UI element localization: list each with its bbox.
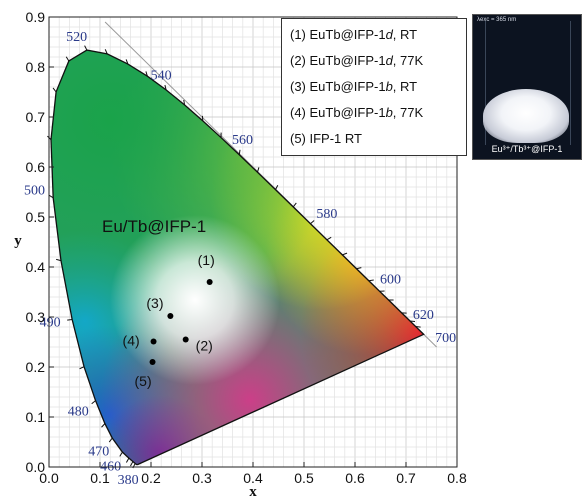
y-tick-label: 0.3 — [26, 309, 46, 325]
gamut-annotation: Eu/Tb@IFP-1 — [102, 217, 206, 236]
wavelength-label: 600 — [380, 272, 401, 287]
locus-tick — [238, 149, 241, 155]
locus-tick — [125, 59, 129, 65]
sample-vial — [485, 21, 571, 145]
locus-tick — [52, 87, 57, 93]
x-tick-label: 0.8 — [447, 470, 467, 486]
data-point — [206, 279, 213, 285]
y-axis-label: y — [14, 233, 22, 249]
x-tick-label: 0.5 — [294, 470, 314, 486]
x-axis-label: x — [249, 484, 257, 500]
locus-tick — [119, 451, 123, 457]
data-point — [149, 359, 156, 365]
locus-tick — [164, 84, 167, 90]
locus-tick — [48, 194, 54, 199]
legend-item: (5) IFP-1 RT — [290, 131, 362, 146]
y-tick-label: 0.7 — [26, 109, 46, 125]
point-label: (1) — [198, 252, 215, 268]
point-label: (2) — [196, 338, 213, 354]
y-tick-labels: 0.0 0.1 0.2 0.3 0.4 0.5 0.6 0.7 0.8 0.9 — [26, 9, 46, 475]
point-label: (5) — [135, 373, 152, 389]
locus-tick — [104, 49, 108, 55]
locus-tick — [130, 461, 134, 467]
wavelength-label: 490 — [40, 315, 61, 330]
data-points: (1) (2) (3) (4) (5) — [123, 252, 215, 389]
data-point — [182, 336, 189, 343]
inset-photo: λexc = 365 nm Eu³⁺/Tb³⁺@IFP-1 — [472, 14, 582, 160]
locus-tick — [310, 220, 315, 225]
point-label: (4) — [123, 333, 140, 349]
legend: (1) EuTb@IFP-1d, RT (2) EuTb@IFP-1d, 77K… — [281, 18, 467, 156]
locus-tick — [368, 279, 374, 282]
locus-tick — [275, 184, 279, 190]
locus-tick — [67, 319, 73, 321]
locus-tick — [183, 99, 186, 105]
locus-tick — [101, 423, 106, 428]
legend-item: (1) EuTb@IFP-1d, RT — [290, 27, 418, 42]
x-tick-label: 0.1 — [90, 470, 110, 486]
wavelength-label: 380 — [118, 473, 139, 488]
locus-tick — [65, 56, 70, 62]
x-tick-label: 0.0 — [39, 470, 59, 486]
wavelength-label: 470 — [88, 445, 109, 460]
x-tick-labels: 0.0 0.1 0.2 0.3 0.4 0.5 0.6 0.7 0.8 — [39, 470, 467, 486]
locus-tick — [326, 236, 332, 241]
locus-tick — [84, 45, 88, 51]
locus-tick — [56, 258, 62, 262]
wavelength-label: 520 — [66, 30, 87, 45]
y-tick-label: 0.4 — [26, 259, 46, 275]
y-tick-label: 0.2 — [26, 359, 46, 375]
wavelength-label: 620 — [413, 308, 434, 323]
wavelength-label: 540 — [151, 68, 172, 83]
x-tick-label: 0.3 — [192, 470, 212, 486]
locus-tick — [125, 457, 130, 463]
data-point — [167, 313, 174, 319]
legend-item: (4) EuTb@IFP-1b, 77K — [290, 105, 424, 120]
spectral-locus — [50, 49, 425, 466]
locus-tick — [356, 267, 362, 270]
y-tick-label: 0.9 — [26, 9, 46, 25]
point-label: (3) — [146, 295, 163, 311]
inset-excitation-text: λexc = 365 nm — [477, 17, 517, 23]
locus-ticks — [47, 45, 421, 469]
wavelength-label: 480 — [68, 405, 89, 420]
locus-tick — [342, 252, 348, 256]
locus-tick — [145, 71, 148, 77]
locus-tick — [256, 167, 260, 173]
luminescent-sample — [483, 89, 569, 143]
y-tick-label: 0.6 — [26, 159, 46, 175]
locus-tick — [91, 400, 96, 405]
y-tick-label: 0.1 — [26, 409, 46, 425]
wavelength-label: 560 — [232, 133, 253, 148]
axes — [48, 16, 458, 468]
locus-tick — [292, 202, 297, 208]
x-tick-label: 0.7 — [396, 470, 416, 486]
locus-tick — [415, 326, 421, 328]
inset-caption: Eu³⁺/Tb³⁺@IFP-1 — [491, 144, 563, 154]
wavelength-label: 580 — [316, 207, 337, 222]
locus-tick — [108, 437, 113, 443]
x-tick-label: 0.6 — [345, 470, 365, 486]
y-tick-label: 0.0 — [26, 459, 46, 475]
x-tick-label: 0.4 — [243, 470, 263, 486]
data-point — [150, 338, 157, 345]
y-tick-label: 0.8 — [26, 59, 46, 75]
legend-item: (3) EuTb@IFP-1b, RT — [290, 79, 418, 94]
legend-item: (2) EuTb@IFP-1d, 77K — [290, 53, 424, 68]
wavelength-label: 500 — [24, 183, 45, 198]
y-tick-label: 0.5 — [26, 209, 46, 225]
x-tick-label: 0.2 — [141, 470, 161, 486]
wavelength-label: 700 — [435, 331, 456, 346]
locus-tick — [79, 366, 85, 370]
